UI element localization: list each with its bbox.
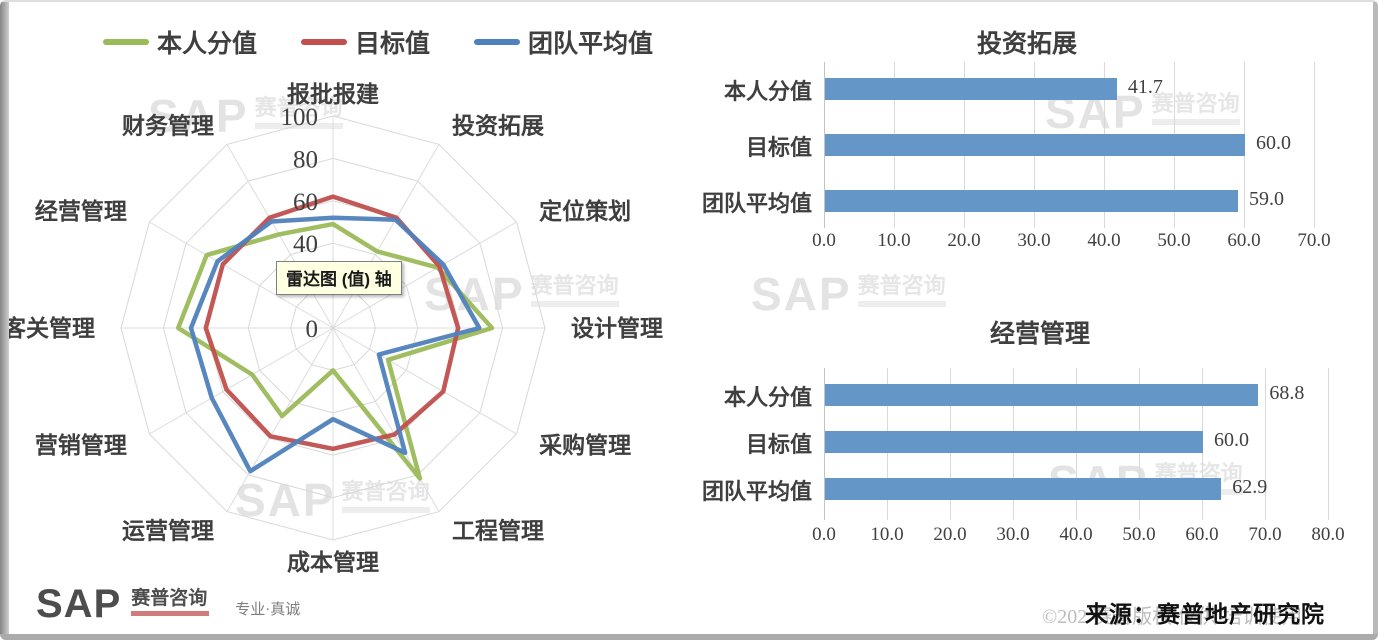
bar-chart-title: 经营管理 <box>989 321 1091 348</box>
bar-value-label: 60.0 <box>1214 429 1249 451</box>
x-gridline <box>1314 62 1315 228</box>
x-axis-tick-label: 30.0 <box>996 524 1030 545</box>
legend-item-target[interactable]: 目标值 <box>301 24 430 60</box>
bar-category-label: 团队平均值 <box>701 479 812 504</box>
x-axis-tick-label: 10.0 <box>877 230 911 251</box>
radar-spoke <box>149 221 334 329</box>
x-axis-tick-label: 0.0 <box>812 230 836 251</box>
page-edge-right <box>1373 0 1378 640</box>
legend-item-team[interactable]: 团队平均值 <box>474 24 653 60</box>
page-edge-left <box>0 0 9 640</box>
radar-axis-tooltip: 雷达图 (值) 轴 <box>276 261 402 295</box>
legend-swatch-red <box>301 39 348 45</box>
x-axis-tick-label: 10.0 <box>870 524 904 545</box>
x-axis-tick-label: 70.0 <box>1248 524 1282 545</box>
radar-series-团队平均值[interactable] <box>188 215 482 474</box>
legend-item-self[interactable]: 本人分值 <box>103 24 257 60</box>
radar-axis-tick: 60 <box>293 189 318 216</box>
radar-category-label: 投资拓展 <box>452 113 544 138</box>
bar-value-label: 59.0 <box>1249 188 1284 210</box>
logo-slogan: 专业·真诚 <box>235 602 301 618</box>
radar-spoke <box>332 144 440 329</box>
radar-category-label: 成本管理 <box>287 549 379 575</box>
x-gridline <box>1328 368 1329 520</box>
source-text: 来源：赛普地产研究院 <box>1085 602 1325 627</box>
x-axis-tick-label: 30.0 <box>1017 230 1051 251</box>
radar-category-label: 客关管理 <box>3 315 95 341</box>
bar-category-label: 目标值 <box>745 135 812 160</box>
radar-category-label: 设计管理 <box>571 315 663 341</box>
radar-chart[interactable]: 100806040200报批报建投资拓展定位策划设计管理采购管理工程管理成本管理… <box>0 0 700 640</box>
x-axis-tick-label: 40.0 <box>1059 524 1093 545</box>
radar-spoke <box>226 327 334 512</box>
sap-logo-text: SAP <box>36 582 122 626</box>
radar-legend: 本人分值 目标值 团队平均值 <box>103 24 653 60</box>
bar-团队平均值[interactable] <box>825 478 1222 500</box>
x-axis-tick-label: 40.0 <box>1087 230 1121 251</box>
radar-axis-tick: 40 <box>293 231 318 258</box>
radar-category-label: 运营管理 <box>122 518 214 544</box>
radar-spoke <box>332 327 517 435</box>
radar-category-label: 经营管理 <box>35 198 127 224</box>
bar-本人分值[interactable] <box>825 384 1259 406</box>
radar-axis-tick: 100 <box>281 104 319 131</box>
bar-chart-title: 投资拓展 <box>976 31 1078 58</box>
x-axis-tick-label: 50.0 <box>1157 230 1191 251</box>
copyright-watermark: ©202 赛普版权 仅供 培训使用 <box>1042 606 1303 628</box>
bar-本人分值[interactable] <box>825 78 1117 100</box>
legend-label: 团队平均值 <box>528 31 654 58</box>
bar-团队平均值[interactable] <box>825 190 1238 212</box>
radar-category-label: 工程管理 <box>452 518 544 544</box>
bar-value-label: 41.7 <box>1127 76 1163 98</box>
page-edge-bottom <box>0 634 1378 640</box>
bar-目标值[interactable] <box>825 134 1245 156</box>
bar-value-label: 68.8 <box>1269 382 1305 404</box>
radar-category-label: 采购管理 <box>539 432 631 458</box>
x-axis-tick-label: 50.0 <box>1122 524 1156 545</box>
radar-spoke <box>332 327 440 512</box>
sap-logo-cn: 赛普咨询 <box>131 588 208 609</box>
bar-category-label: 团队平均值 <box>701 191 812 216</box>
radar-axis-tick: 80 <box>293 146 318 173</box>
radar-spoke <box>332 221 517 329</box>
bar-value-label: 62.9 <box>1232 476 1268 498</box>
x-axis-tick-label: 70.0 <box>1297 230 1331 251</box>
x-axis-tick-label: 0.0 <box>812 524 836 545</box>
legend-swatch-green <box>103 39 149 45</box>
bar-category-label: 目标值 <box>745 432 812 457</box>
legend-swatch-blue <box>474 39 521 45</box>
x-axis-tick-label: 60.0 <box>1185 524 1219 545</box>
legend-label: 本人分值 <box>157 31 258 58</box>
y-axis-line <box>824 62 825 228</box>
radar-category-label: 营销管理 <box>35 432 127 458</box>
legend-label: 目标值 <box>355 31 431 58</box>
radar-category-label: 定位策划 <box>539 198 631 224</box>
y-axis-line <box>824 368 825 520</box>
sap-watermark: SAP 赛普咨询 <box>751 268 946 320</box>
bar-category-label: 本人分值 <box>723 79 812 104</box>
x-axis-tick-label: 20.0 <box>933 524 967 545</box>
radar-category-label: 财务管理 <box>122 112 214 138</box>
logo-red-bar <box>131 611 210 616</box>
sap-logo: SAP 赛普咨询 专业·真诚 <box>36 582 301 626</box>
radar-category-label: 报批报建 <box>287 82 379 107</box>
x-axis-tick-label: 80.0 <box>1311 524 1345 545</box>
radar-spoke <box>149 327 334 435</box>
bar-value-label: 60.0 <box>1256 132 1291 154</box>
bar-目标值[interactable] <box>825 431 1203 453</box>
x-gridline <box>1265 368 1266 520</box>
page-edge-top <box>0 0 1378 2</box>
bar-category-label: 本人分值 <box>723 385 812 410</box>
x-axis-tick-label: 20.0 <box>947 230 981 251</box>
x-axis-tick-label: 60.0 <box>1227 230 1261 251</box>
radar-axis-tick: 0 <box>306 316 319 343</box>
radar-series-目标值[interactable] <box>203 194 461 452</box>
